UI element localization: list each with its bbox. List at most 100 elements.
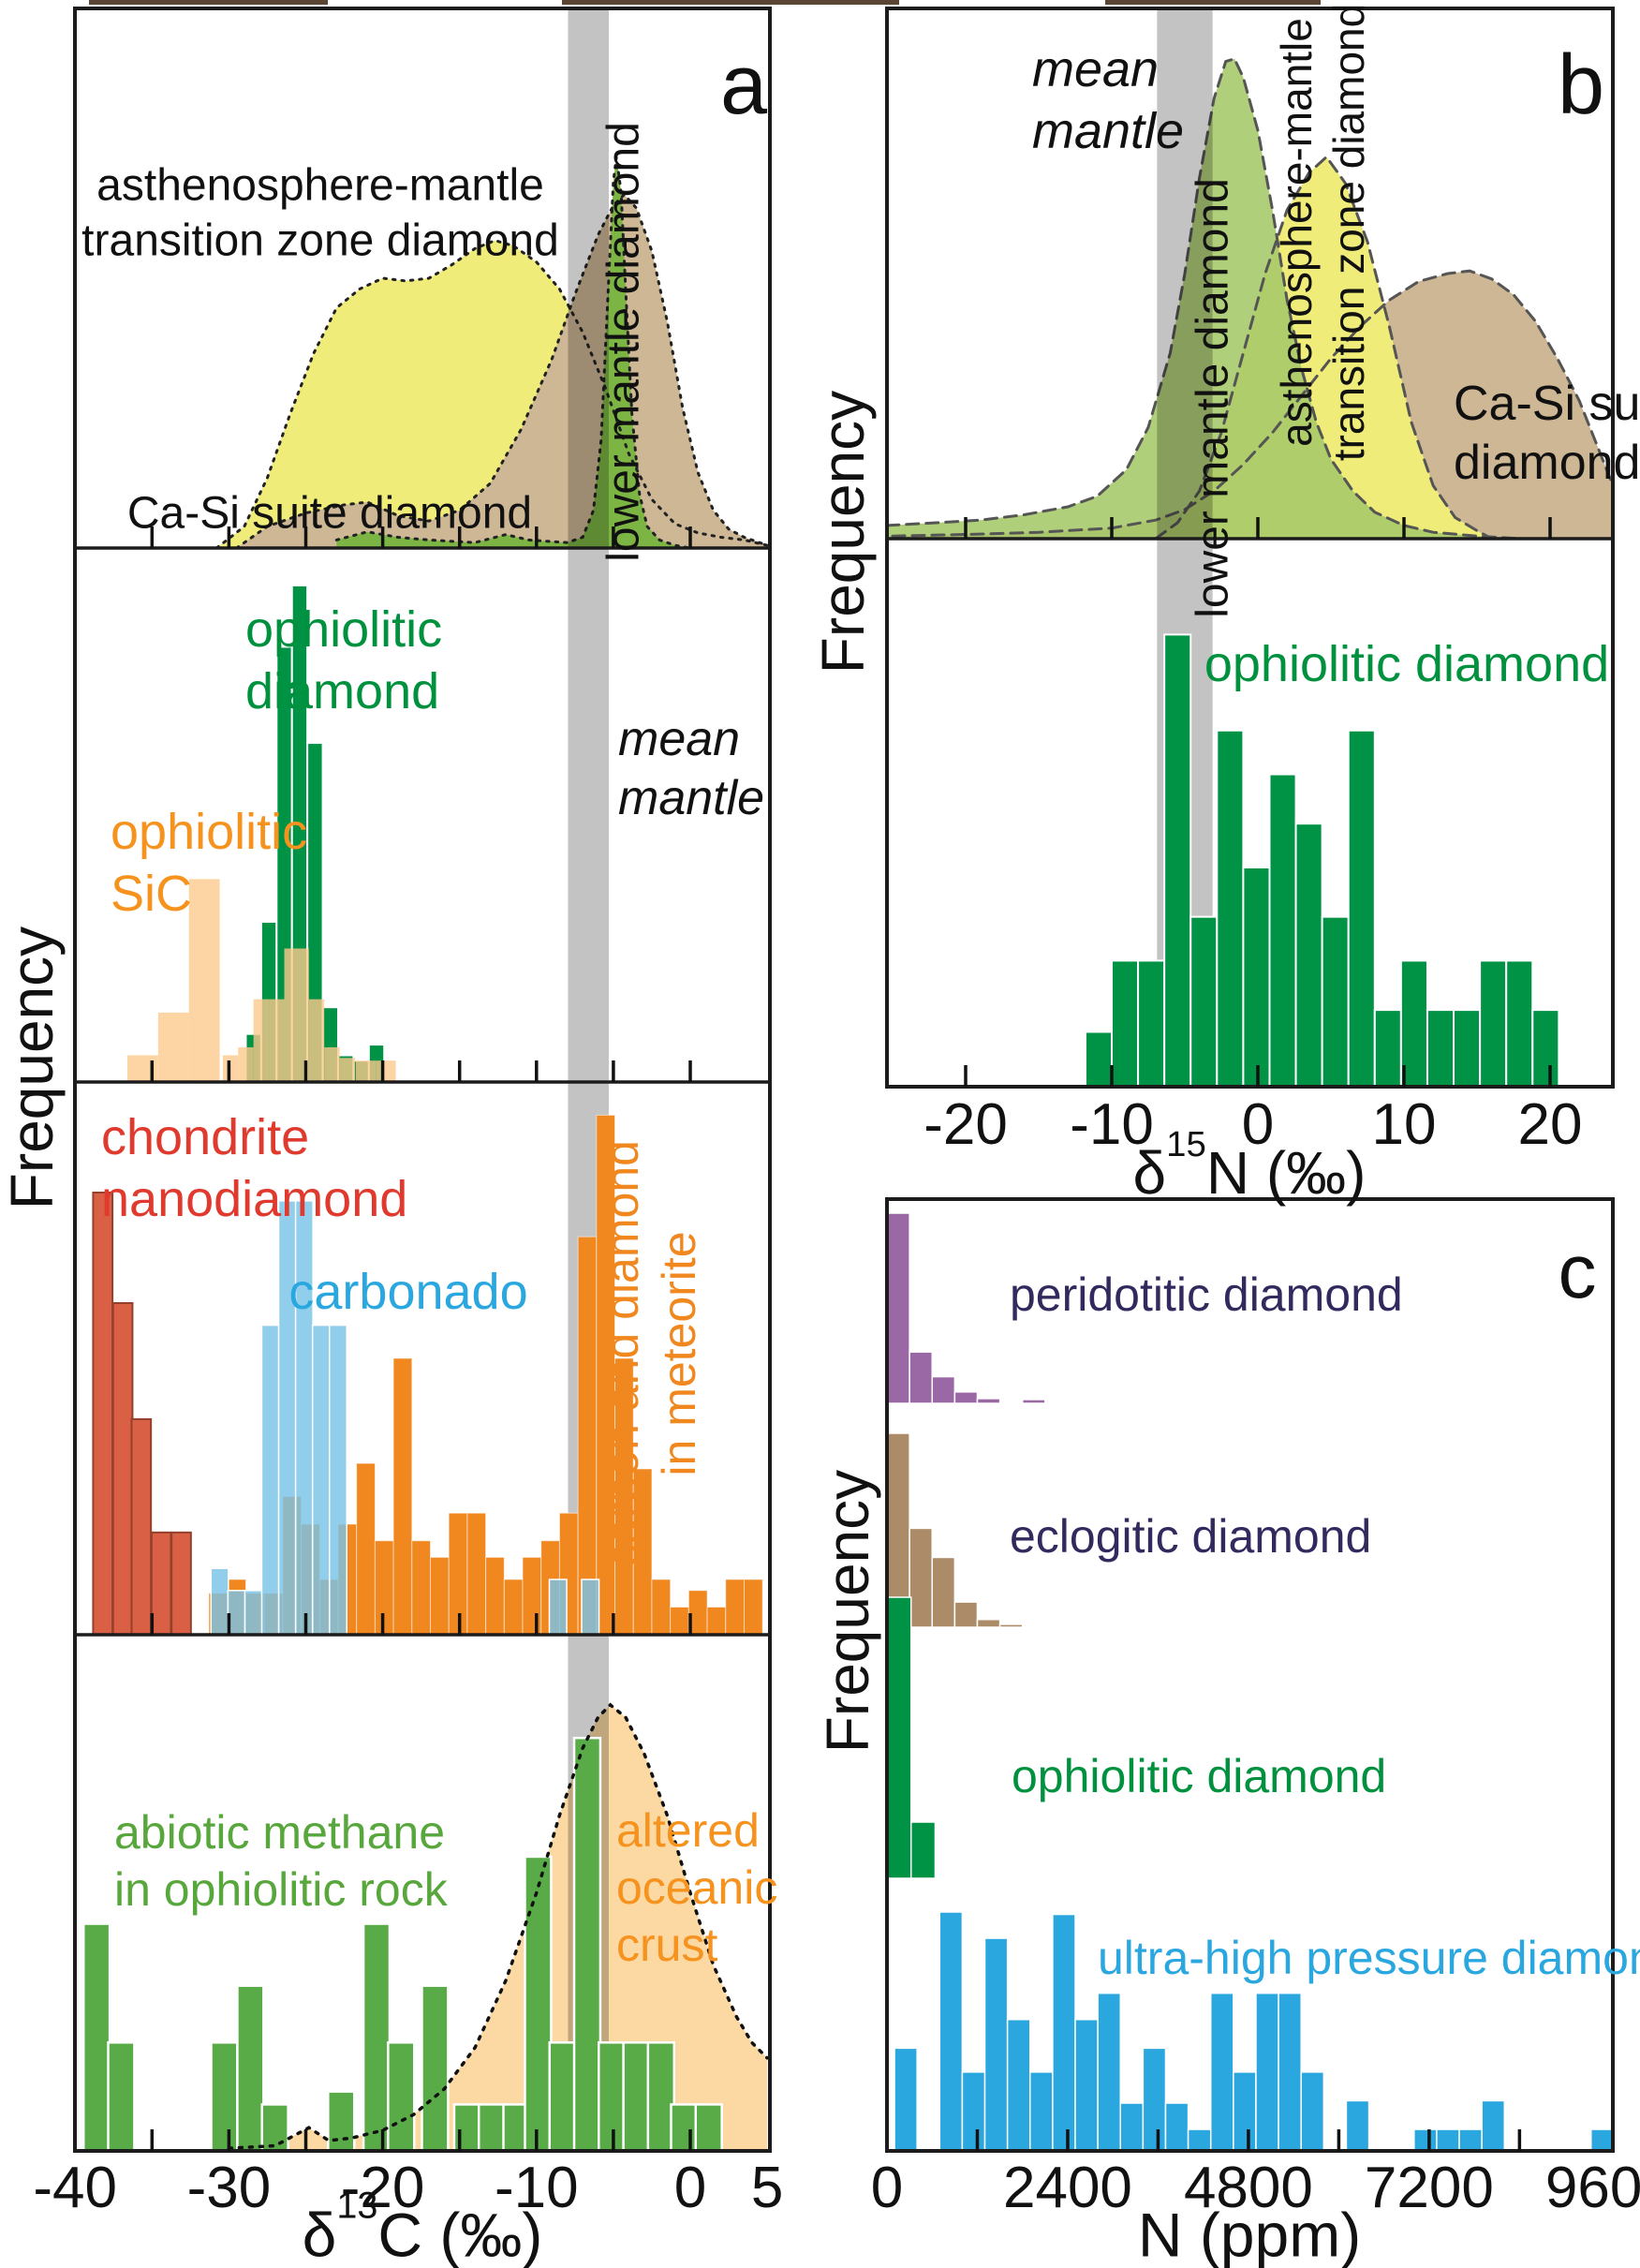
y-axis-title-left: Frequency [0,926,66,1210]
bar [324,1046,340,1082]
bar [170,1531,192,1636]
bar [1321,915,1350,1089]
bar [1294,823,1323,1088]
bar [1255,1992,1279,2152]
x-tick-label: 0 [1242,1092,1274,1157]
bar [1278,1992,1302,2152]
bar [1084,1030,1114,1088]
bar [1142,2047,1167,2152]
bar [260,1324,280,1636]
bar [548,1579,568,1636]
bar [244,1590,263,1636]
bar [646,2041,676,2153]
label-lower-mantle-diamond-a: lower mantle diamond [598,122,649,562]
x-tick-label: -10 [1070,1092,1154,1157]
top-edge-artifact [1105,0,1321,5]
bar [743,1579,763,1636]
bar [909,1527,933,1628]
bar [1436,2128,1460,2152]
bar [1345,2099,1370,2152]
bar [107,2041,136,2153]
x-tick-label: -20 [341,2156,425,2220]
bar [392,1357,413,1636]
x-tick-label: 7200 [1365,2156,1494,2220]
bar [522,1556,542,1636]
label-peridotitic-diamond: peridotitic diamond [1010,1268,1403,1321]
x-tick-label: 2400 [1003,2156,1132,2220]
bar [92,1192,114,1636]
bar [1481,2099,1506,2152]
bar [1413,2128,1438,2152]
bar [886,1212,910,1404]
bar [1216,729,1245,1088]
density-outline [891,269,1615,538]
x-tick-label: 0 [871,2156,903,2220]
bar [503,1579,524,1636]
bar [725,1579,745,1636]
label-lower-mantle-diamond-b: lower mantle diamond [1188,178,1238,618]
bar [485,1556,505,1636]
top-edge-artifact [562,0,899,5]
bar [670,2103,699,2153]
bar [1242,867,1271,1088]
label-eclogitic-diamond: eclogitic diamond [1010,1510,1372,1563]
bar [1426,1009,1455,1088]
label-chondrite-nanodiamond: chondrite nanodiamond [101,1109,408,1227]
bar [466,1512,487,1636]
y-axis-title-c: Frequency [813,1469,881,1754]
bar [1163,633,1192,1088]
bar [411,1540,432,1636]
x-tick-label: 4800 [1184,2156,1313,2220]
bar [376,1060,396,1082]
bar [387,2041,416,2153]
label-carbonado: carbonado [288,1264,528,1321]
bar [572,1736,602,2153]
bar [1029,2071,1054,2152]
bar [1373,1009,1402,1088]
x-tick-label: 0 [674,2156,706,2220]
bar [706,1607,727,1636]
panel-letter-b: b [1557,38,1605,133]
bar [976,1398,1001,1404]
bar [150,1531,172,1636]
bar [238,1046,254,1082]
top-edge-artifact [89,0,328,5]
bar [127,1055,143,1082]
bar [1479,959,1508,1088]
bar [111,1302,134,1636]
label-transition-zone-diamond-b: asthenosphere-mantle transition zone diam… [1271,3,1373,462]
density-area [893,271,1614,539]
bar [938,1911,964,2152]
label-carbon-diamond-meteorite: carbon and diamond in meteorite [596,1140,705,1567]
x-tick-label: 20 [1518,1092,1583,1157]
x-tick-label: -30 [187,2156,272,2220]
bar [130,1417,153,1637]
bar [1119,2102,1145,2152]
bar [886,1596,912,1879]
bar [327,2090,356,2153]
bar [998,1623,1024,1628]
y-axis-title-b: Frequency [808,390,877,674]
bar [1021,1399,1046,1404]
bar [188,879,220,1082]
bar [1164,2102,1189,2152]
label-ophiolitic-diamond-b: ophiolitic diamond [1204,636,1610,693]
label-ultra-high-pressure-diamond: ultra-high pressure diamond [1098,1932,1640,1984]
x-axis-title-d13c: δ13C (‰) [302,2185,543,2268]
bar [477,2103,507,2153]
bar [931,1556,956,1628]
bar [1111,959,1140,1088]
bar [81,1922,111,2153]
bar [1097,1992,1121,2152]
bar [1453,1009,1482,1088]
bar [524,1855,553,2153]
bar [1268,773,1297,1088]
bar [953,1391,979,1404]
bar [362,1922,392,2153]
bar [1052,1913,1076,2152]
panel-frame [73,7,772,2153]
density-outline [214,239,769,550]
bar [931,1375,956,1404]
bar [430,1556,450,1636]
label-abiotic-methane: abiotic methane in ophiolitic rock [114,1806,448,1916]
